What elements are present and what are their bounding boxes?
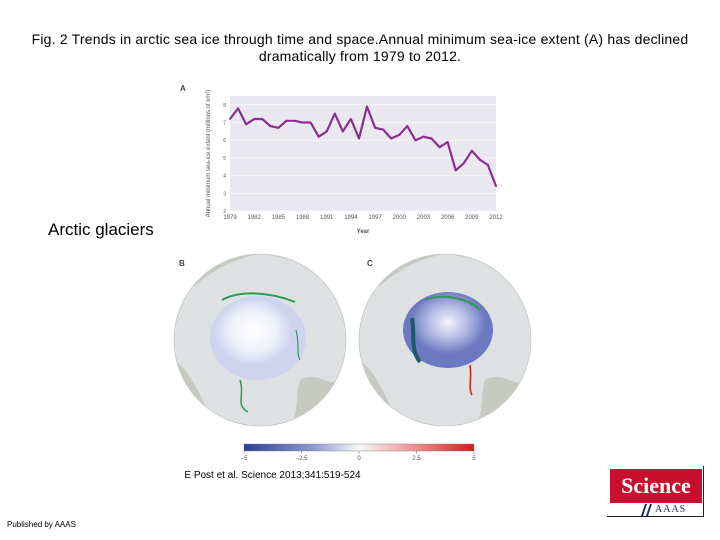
data-point — [462, 162, 465, 165]
colorbar-tick-label: 5 — [472, 456, 476, 462]
data-point — [301, 121, 304, 124]
data-point — [309, 121, 312, 124]
map-c — [358, 253, 532, 427]
x-tick-label: 2006 — [441, 215, 455, 221]
y-tick-label: 7 — [223, 121, 226, 127]
x-tick-label: 1979 — [223, 215, 237, 221]
colorbar-tick-label: −5 — [241, 456, 249, 462]
data-point — [277, 126, 280, 129]
x-axis-label: Year — [357, 229, 370, 235]
data-point — [382, 128, 385, 131]
x-tick-label: 2012 — [489, 215, 503, 221]
plot-area — [230, 96, 496, 211]
y-tick-label: 8 — [223, 103, 226, 109]
x-tick-label: 2000 — [393, 215, 407, 221]
y-axis-label: Annual minimum sea-ice extent (millions … — [206, 90, 212, 218]
data-point — [229, 118, 231, 120]
data-point — [487, 164, 489, 166]
map-b — [173, 253, 347, 427]
data-point — [261, 118, 264, 120]
series-line — [229, 105, 498, 187]
x-tick-label: 1985 — [272, 215, 286, 221]
data-point — [253, 118, 256, 120]
y-tick-label: 3 — [223, 191, 226, 197]
data-point — [422, 135, 425, 138]
data-point — [325, 130, 328, 133]
colorbar: −5 −2.5 0 2.5 5 — [241, 443, 476, 462]
panel-b-label: B — [179, 259, 185, 268]
data-point — [341, 130, 344, 133]
data-point — [390, 137, 393, 140]
colorbar-tick-label: −2.5 — [296, 456, 309, 462]
science-logo: Science AAAS — [607, 466, 705, 518]
published-by: Published by AAAS — [7, 520, 76, 529]
data-point — [350, 118, 352, 120]
figure-title: Fig. 2 Trends in arctic sea ice through … — [31, 31, 689, 64]
data-point — [366, 105, 368, 108]
data-point — [446, 141, 449, 143]
data-point — [470, 149, 473, 152]
data-point — [374, 126, 376, 129]
data-point — [398, 134, 401, 136]
line-chart: 2 3 4 5 6 7 8 1979 1982 1985 1988 1991 1994 1997 2000 2… — [206, 90, 503, 235]
logo-org: AAAS — [655, 504, 687, 515]
data-point — [406, 125, 409, 127]
y-tick-label: 2 — [223, 209, 226, 215]
data-point — [333, 112, 336, 115]
data-point — [438, 146, 441, 149]
data-point — [358, 137, 360, 140]
data-point — [495, 185, 497, 188]
y-tick-label: 4 — [223, 174, 226, 180]
data-point — [293, 119, 296, 122]
aaas-icon — [641, 504, 652, 516]
data-point — [414, 139, 417, 142]
colorbar-tick-label: 0 — [357, 456, 361, 462]
data-point — [454, 169, 457, 172]
data-point — [430, 137, 433, 140]
x-tick-label: 2003 — [417, 215, 431, 221]
y-tick-label: 5 — [223, 156, 226, 162]
x-tick-label: 1991 — [320, 215, 334, 221]
logo-word: Science — [610, 469, 702, 503]
x-tick-label: 1982 — [248, 215, 262, 221]
data-point — [269, 125, 272, 127]
x-tick-label: 1997 — [368, 215, 382, 221]
data-point — [245, 123, 248, 126]
x-tick-label: 1994 — [344, 215, 358, 221]
data-point — [285, 119, 288, 122]
side-label: Arctic glaciers — [48, 220, 154, 239]
y-tick-label: 6 — [223, 138, 226, 144]
panel-c-label: C — [367, 259, 373, 268]
x-tick-label: 2009 — [465, 215, 479, 221]
data-point — [478, 158, 481, 161]
panel-a-label: A — [180, 84, 186, 93]
data-point — [237, 107, 239, 110]
citation: E Post et al. Science 2013;341:519-524 — [184, 470, 361, 481]
data-point — [317, 135, 320, 138]
colorbar-tick-label: 2.5 — [412, 456, 421, 462]
x-tick-label: 1988 — [296, 215, 310, 221]
